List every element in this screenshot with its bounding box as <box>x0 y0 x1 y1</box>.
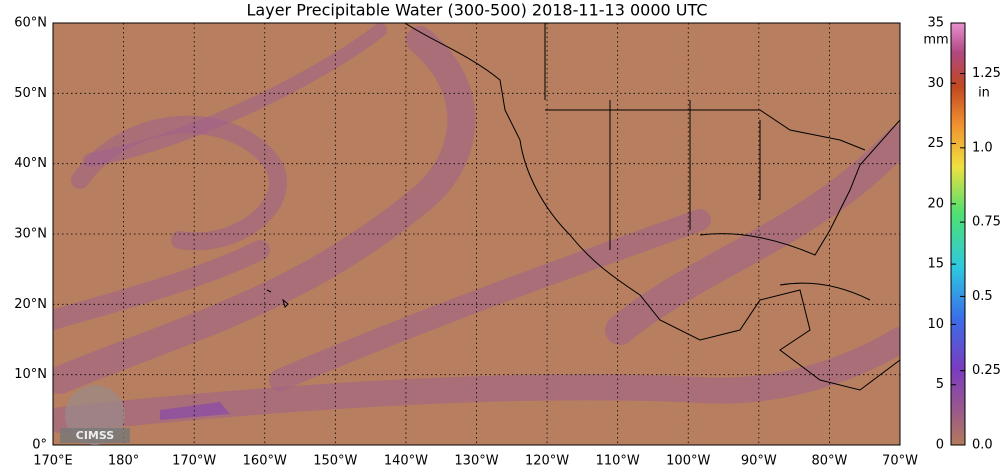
colorbar-tick2-label: 0.0 <box>972 438 993 453</box>
latitude-label: 30°N <box>14 227 47 242</box>
colorbar-tick2-label: 0.75 <box>972 215 1000 230</box>
latitude-label: 10°N <box>14 367 47 382</box>
longitude-label: 100°W <box>666 454 710 469</box>
latitude-label: 20°N <box>14 297 47 312</box>
longitude-label: 120°W <box>525 454 569 469</box>
map-area <box>53 23 900 445</box>
logo: CIMSS <box>60 385 130 445</box>
longitude-label: 70°W <box>882 454 918 469</box>
colorbar-tick-label: 10 <box>927 317 944 332</box>
longitude-label: 90°W <box>741 454 777 469</box>
colorbar-tick2-label: 1.0 <box>972 140 993 155</box>
logo-band <box>60 428 130 443</box>
longitude-label: 170°E <box>33 454 73 469</box>
longitude-label: 170°W <box>172 454 216 469</box>
longitude-label: 180° <box>108 454 139 469</box>
longitude-label: 140°W <box>384 454 428 469</box>
map-frame <box>52 22 901 446</box>
colorbar-tick2-label: 0.25 <box>972 363 1000 378</box>
latitude-label: 60°N <box>14 16 47 31</box>
map-title: Layer Precipitable Water (300-500) 2018-… <box>247 1 708 20</box>
colorbar-unit: mm <box>923 33 948 48</box>
colorbar-tick-label: 25 <box>927 136 944 151</box>
colorbar-tick2-label: 1.25 <box>972 66 1000 81</box>
colorbar-tick-label: 15 <box>927 257 944 272</box>
colorbar-tick-label: 0 <box>936 438 944 453</box>
colorbar-tick-label: 35 <box>927 16 944 31</box>
longitude-label: 130°W <box>454 454 498 469</box>
colorbar-tick-label: 5 <box>936 377 944 392</box>
colorbar-tick-label: 20 <box>927 196 944 211</box>
latitude-label: 40°N <box>14 156 47 171</box>
colorbar-tick-label: 30 <box>927 76 944 91</box>
longitude-label: 160°W <box>243 454 287 469</box>
graticule <box>53 23 900 445</box>
colorbar-unit2: in <box>978 86 990 101</box>
colorbar-tick2-label: 0.5 <box>972 289 993 304</box>
longitude-label: 150°W <box>313 454 357 469</box>
logo-text: CIMSS <box>76 429 115 442</box>
longitude-label: 110°W <box>596 454 640 469</box>
longitude-label: 80°W <box>811 454 847 469</box>
moisture-plumes <box>53 23 900 433</box>
latitude-label: 0° <box>32 438 47 453</box>
latitude-label: 50°N <box>14 86 47 101</box>
colorbar <box>950 22 966 446</box>
